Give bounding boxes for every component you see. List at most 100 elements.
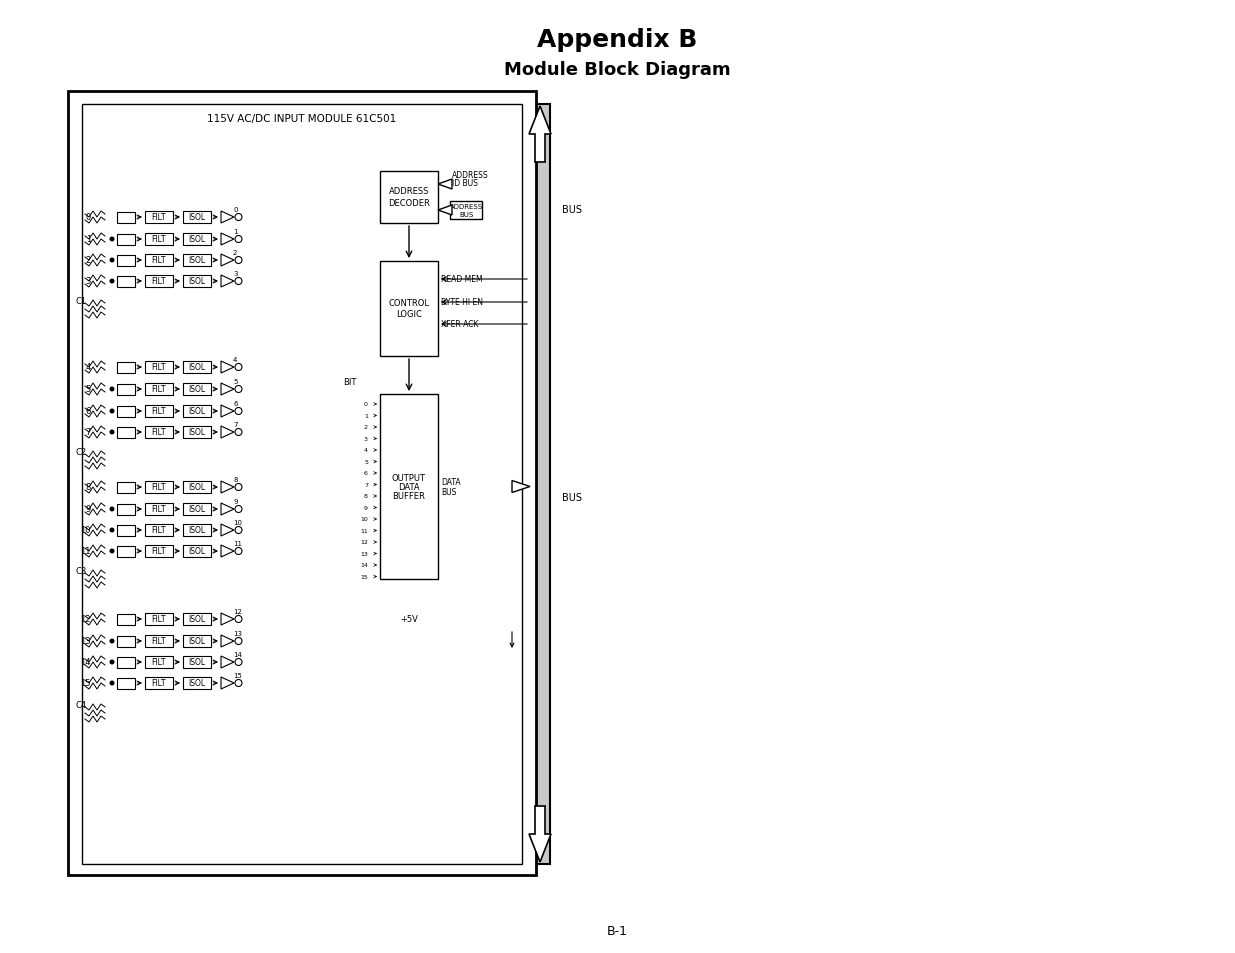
Circle shape [110, 528, 115, 533]
Text: ID BUS: ID BUS [452, 179, 478, 189]
Text: FILT: FILT [152, 637, 167, 646]
Polygon shape [438, 206, 452, 215]
Text: 2: 2 [364, 425, 368, 430]
Text: 12: 12 [233, 608, 242, 615]
Bar [144, 678, 173, 689]
Text: C3: C3 [75, 567, 86, 576]
Text: 0: 0 [85, 213, 91, 222]
Bar [144, 406, 173, 417]
Text: ISOL: ISOL [189, 679, 205, 688]
Text: 14: 14 [361, 563, 368, 568]
Text: ISOL: ISOL [189, 637, 205, 646]
Text: 10: 10 [80, 526, 91, 535]
Text: 8: 8 [233, 476, 237, 482]
Text: 15: 15 [80, 679, 91, 688]
Text: ADDRESS: ADDRESS [452, 172, 489, 180]
Text: DATA: DATA [398, 482, 420, 492]
Circle shape [110, 680, 115, 686]
Text: 0: 0 [233, 207, 237, 213]
Bar [144, 212, 173, 224]
Bar [183, 384, 211, 395]
Text: 4: 4 [85, 363, 91, 372]
Text: BUFFER: BUFFER [393, 492, 425, 500]
Bar [144, 545, 173, 558]
Text: ISOL: ISOL [189, 526, 205, 535]
Text: FILT: FILT [152, 547, 167, 556]
Text: 2: 2 [85, 256, 91, 265]
Text: FILT: FILT [152, 256, 167, 265]
Text: 12: 12 [80, 615, 91, 624]
Bar [380, 172, 438, 224]
Bar [117, 482, 135, 493]
Text: 4: 4 [233, 356, 237, 363]
Circle shape [110, 549, 115, 554]
Text: FILT: FILT [152, 526, 167, 535]
Bar [183, 614, 211, 625]
Text: DECODER: DECODER [388, 198, 430, 208]
Text: 8: 8 [85, 483, 91, 492]
Text: 5: 5 [364, 459, 368, 464]
Text: C2: C2 [75, 448, 86, 457]
Bar [144, 657, 173, 668]
Circle shape [110, 639, 115, 644]
Text: 10: 10 [361, 517, 368, 522]
Bar [183, 657, 211, 668]
Circle shape [110, 659, 115, 665]
Text: 115V AC/DC INPUT MODULE 61C501: 115V AC/DC INPUT MODULE 61C501 [207, 113, 396, 124]
Text: 0: 0 [364, 402, 368, 407]
Text: 7: 7 [233, 421, 237, 428]
Circle shape [110, 507, 115, 512]
Bar [450, 202, 482, 220]
Bar [530, 105, 550, 864]
Text: FILT: FILT [152, 679, 167, 688]
Text: ISOL: ISOL [189, 256, 205, 265]
Bar [117, 384, 135, 395]
Circle shape [110, 430, 115, 435]
Text: 14: 14 [80, 658, 91, 667]
Bar [380, 395, 438, 579]
Bar [117, 406, 135, 417]
Text: 7: 7 [85, 428, 91, 437]
Bar [117, 427, 135, 438]
Bar [183, 254, 211, 267]
Text: 6: 6 [364, 471, 368, 476]
Text: DATA: DATA [441, 477, 461, 486]
Text: 9: 9 [85, 505, 91, 514]
Bar [144, 384, 173, 395]
Bar [117, 255, 135, 266]
Text: 11: 11 [233, 540, 242, 546]
Polygon shape [529, 107, 551, 163]
Text: 3: 3 [364, 436, 368, 441]
Bar [183, 545, 211, 558]
Text: XFER ACK: XFER ACK [441, 320, 478, 329]
Text: FILT: FILT [152, 213, 167, 222]
Text: FILT: FILT [152, 428, 167, 437]
Text: 7: 7 [364, 482, 368, 488]
Text: 3: 3 [233, 271, 237, 276]
Text: ISOL: ISOL [189, 385, 205, 395]
Text: B-1: B-1 [606, 924, 627, 938]
Text: 1: 1 [364, 414, 368, 418]
Bar [183, 361, 211, 374]
Text: 12: 12 [361, 540, 368, 545]
Text: BUS: BUS [562, 493, 582, 502]
Text: ISOL: ISOL [189, 615, 205, 624]
Bar [144, 524, 173, 537]
Text: +5V: +5V [400, 615, 417, 624]
Bar [144, 614, 173, 625]
Text: ADDRESS: ADDRESS [389, 186, 430, 195]
Text: FILT: FILT [152, 385, 167, 395]
Text: ISOL: ISOL [189, 428, 205, 437]
Text: FILT: FILT [152, 235, 167, 244]
Text: FILT: FILT [152, 363, 167, 372]
Bar [144, 361, 173, 374]
Text: FILT: FILT [152, 407, 167, 416]
Text: 5: 5 [85, 385, 91, 395]
Text: 8: 8 [364, 494, 368, 499]
Text: 3: 3 [85, 277, 91, 286]
Polygon shape [438, 180, 452, 190]
Text: 9: 9 [364, 505, 368, 511]
Text: READ MEM: READ MEM [441, 275, 483, 284]
Bar [68, 91, 536, 875]
Bar [183, 275, 211, 288]
